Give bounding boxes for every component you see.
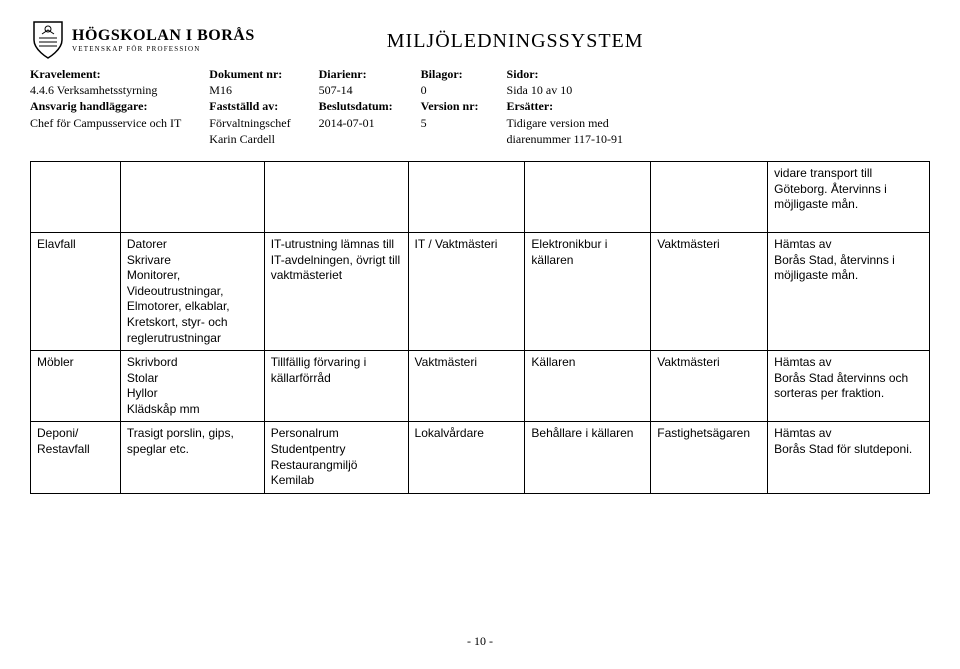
meta-col-4: Bilagor: 0 Version nr: 5	[421, 66, 479, 147]
header: HÖGSKOLAN I BORÅS VETENSKAP FÖR PROFESSI…	[30, 20, 930, 60]
table-cell: Tillfällig förvaring i källarförråd	[264, 351, 408, 422]
page-number: - 10 -	[30, 634, 930, 649]
meta-value: Chef för Campusservice och IT	[30, 115, 181, 131]
meta-label: Kravelement:	[30, 66, 181, 82]
table-cell: Vaktmästeri	[651, 232, 768, 350]
table-cell: Fastighetsägaren	[651, 422, 768, 493]
table-cell: Behållare i källaren	[525, 422, 651, 493]
table-row: vidare transport till Göteborg. Återvinn…	[31, 161, 930, 232]
table-cell: vidare transport till Göteborg. Återvinn…	[768, 161, 930, 232]
table-cell	[408, 161, 525, 232]
meta-value: diarenummer 117-10-91	[507, 131, 624, 147]
table-cell: SkrivbordStolarHyllorKlädskåp mm	[120, 351, 264, 422]
meta-value: Förvaltningschef	[209, 115, 290, 131]
table-row: MöblerSkrivbordStolarHyllorKlädskåp mmTi…	[31, 351, 930, 422]
meta-label: Dokument nr:	[209, 66, 290, 82]
table-row: ElavfallDatorerSkrivareMonitorer,Videout…	[31, 232, 930, 350]
meta-label: Bilagor:	[421, 66, 479, 82]
meta-label: Fastställd av:	[209, 98, 290, 114]
table-cell: DatorerSkrivareMonitorer,Videoutrustning…	[120, 232, 264, 350]
table-cell: Lokalvårdare	[408, 422, 525, 493]
meta-label: Version nr:	[421, 98, 479, 114]
table-cell: Hämtas avBorås Stad för slutdeponi.	[768, 422, 930, 493]
meta-value: M16	[209, 82, 290, 98]
table-cell: Källaren	[525, 351, 651, 422]
meta-value: Tidigare version med	[507, 115, 624, 131]
meta-value: 507-14	[319, 82, 393, 98]
table-cell: Möbler	[31, 351, 121, 422]
meta-label: Beslutsdatum:	[319, 98, 393, 114]
table-cell: IT-utrustning lämnas till IT-avdelningen…	[264, 232, 408, 350]
logo-main-text: HÖGSKOLAN I BORÅS	[72, 28, 255, 44]
table-cell	[651, 161, 768, 232]
logo: HÖGSKOLAN I BORÅS VETENSKAP FÖR PROFESSI…	[30, 20, 255, 60]
table-cell: Hämtas avBorås Stad, återvinns i möjliga…	[768, 232, 930, 350]
meta-value: 2014-07-01	[319, 115, 393, 131]
table-cell: Elektronikbur i källaren	[525, 232, 651, 350]
meta-col-2: Dokument nr: M16 Fastställd av: Förvaltn…	[209, 66, 290, 147]
meta-block: Kravelement: 4.4.6 Verksamhetsstyrning A…	[30, 66, 930, 147]
meta-label: Ersätter:	[507, 98, 624, 114]
table-cell	[120, 161, 264, 232]
meta-col-5: Sidor: Sida 10 av 10 Ersätter: Tidigare …	[507, 66, 624, 147]
meta-label: Diarienr:	[319, 66, 393, 82]
meta-value: Karin Cardell	[209, 131, 290, 147]
meta-value: 4.4.6 Verksamhetsstyrning	[30, 82, 181, 98]
table-cell: Vaktmästeri	[408, 351, 525, 422]
meta-col-3: Diarienr: 507-14 Beslutsdatum: 2014-07-0…	[319, 66, 393, 147]
logo-sub-text: VETENSKAP FÖR PROFESSION	[72, 46, 255, 53]
table-cell	[525, 161, 651, 232]
meta-value: 0	[421, 82, 479, 98]
table-cell: Hämtas avBorås Stad återvinns och sorter…	[768, 351, 930, 422]
table-cell: PersonalrumStudentpentryRestaurangmiljöK…	[264, 422, 408, 493]
crest-icon	[30, 20, 66, 60]
table-cell: Elavfall	[31, 232, 121, 350]
table-cell: Deponi/Restavfall	[31, 422, 121, 493]
waste-table: vidare transport till Göteborg. Återvinn…	[30, 161, 930, 494]
table-cell	[31, 161, 121, 232]
table-row: Deponi/RestavfallTrasigt porslin, gips, …	[31, 422, 930, 493]
table-cell: Trasigt porslin, gips, speglar etc.	[120, 422, 264, 493]
table-cell	[264, 161, 408, 232]
meta-label: Ansvarig handläggare:	[30, 98, 181, 114]
meta-value: 5	[421, 115, 479, 131]
page-title: MILJÖLEDNINGSSYSTEM	[387, 30, 644, 53]
table-cell: IT / Vaktmästeri	[408, 232, 525, 350]
meta-label: Sidor:	[507, 66, 624, 82]
meta-value: Sida 10 av 10	[507, 82, 624, 98]
table-cell: Vaktmästeri	[651, 351, 768, 422]
meta-col-1: Kravelement: 4.4.6 Verksamhetsstyrning A…	[30, 66, 181, 147]
